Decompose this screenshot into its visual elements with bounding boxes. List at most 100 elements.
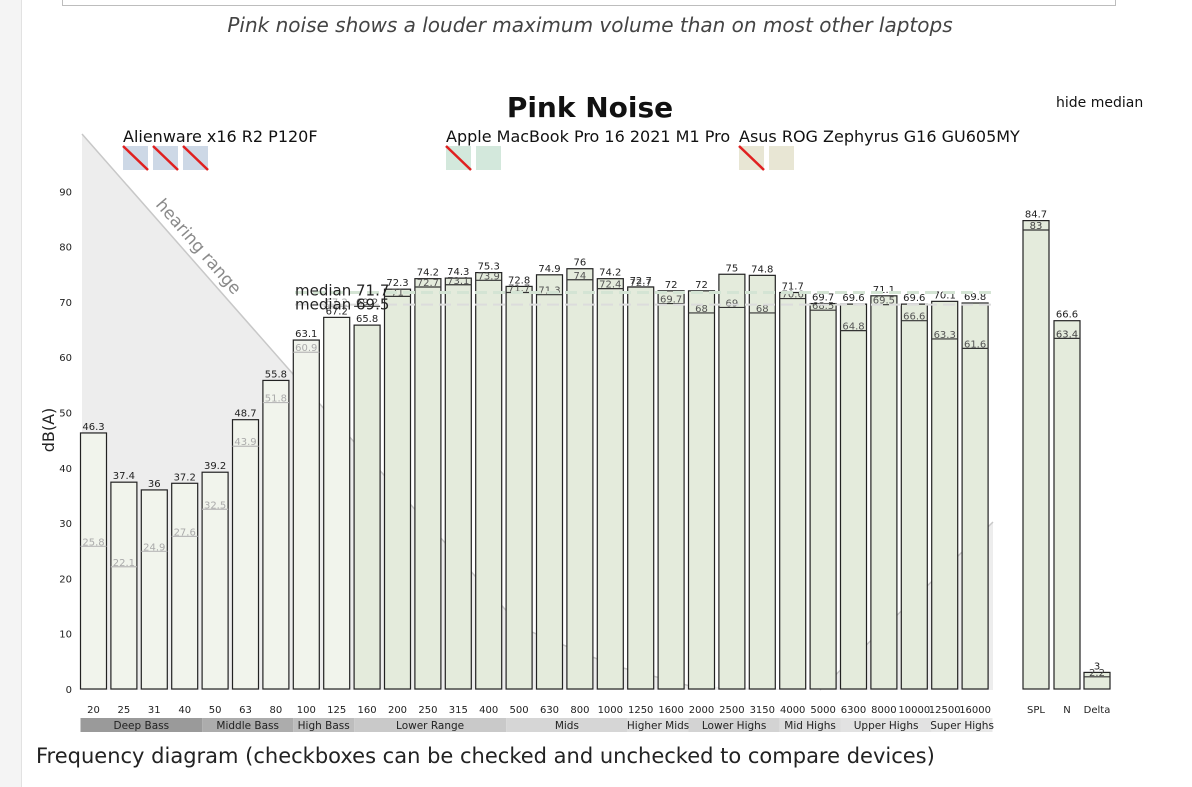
bar-value-label: 72 — [665, 280, 678, 291]
bar-1250 — [627, 286, 655, 690]
bar-200 — [383, 288, 412, 690]
median-label: median 69.5 — [295, 296, 389, 314]
y-tick-label: 80 — [59, 243, 72, 254]
x-tick-label: 2500 — [719, 705, 744, 716]
bar-value-label: 74.3 — [447, 267, 469, 278]
band-label: Deep Bass — [114, 720, 170, 732]
chart-caption: Pink noise shows a louder maximum volume… — [227, 13, 953, 37]
inner-value-label: 68 — [756, 304, 769, 315]
inner-value-label: 64.8 — [842, 322, 864, 333]
bar-25 — [110, 481, 138, 690]
band-label: Lower Range — [396, 720, 464, 732]
bar-value-label: 48.7 — [234, 409, 256, 420]
x-tick-label: 200 — [388, 705, 407, 716]
summary-tick-label: SPL — [1027, 705, 1045, 716]
bar-value-label: 72.3 — [386, 278, 408, 289]
median-label: median 71.7 — [295, 281, 389, 299]
bar-630 — [535, 274, 564, 690]
summary-tick-label: Delta — [1084, 705, 1111, 716]
inner-value-label: 51.8 — [265, 394, 287, 405]
unchecked-mark — [738, 145, 765, 171]
summary-inner-label: 2.2 — [1089, 668, 1105, 679]
bar-value-label: 71.7 — [782, 281, 804, 292]
bar-value-label: 69.7 — [812, 293, 834, 304]
bar-125 — [323, 316, 351, 690]
band-higher-mids — [627, 718, 689, 732]
bar-63 — [231, 419, 260, 690]
summary-bar-N — [1053, 320, 1081, 690]
x-tick-label: 630 — [540, 705, 559, 716]
bar-12500 — [931, 300, 959, 690]
y-tick-label: 90 — [59, 187, 72, 198]
bar-value-label: 69.6 — [903, 293, 925, 304]
inner-value-label: 69.5 — [873, 296, 895, 307]
band-label: Lower Highs — [702, 720, 766, 732]
inner-value-label: 22.1 — [113, 558, 135, 569]
inner-value-label: 60.9 — [295, 343, 317, 354]
bar-value-label: 39.2 — [204, 461, 226, 472]
bar-value-label: 72 — [695, 280, 708, 291]
bar-value-label: 37.4 — [113, 471, 135, 482]
band-label: High Bass — [298, 720, 350, 732]
x-tick-label: 4000 — [780, 705, 805, 716]
inner-value-label: 73.1 — [447, 276, 469, 287]
y-tick-label: 60 — [59, 353, 72, 364]
inner-value-label: 68.5 — [812, 301, 834, 312]
unchecked-mark — [152, 145, 179, 171]
inner-value-label: 71 — [391, 287, 404, 298]
x-tick-label: 1250 — [628, 705, 653, 716]
inner-value-label: 43.9 — [234, 437, 256, 448]
bar-31 — [140, 489, 168, 690]
legend-entry: Asus ROG Zephyrus G16 GU605MY — [739, 127, 1020, 146]
inner-value-label: 68 — [695, 304, 708, 315]
bar-40 — [171, 482, 199, 690]
summary-bar-SPL — [1022, 220, 1050, 690]
hide-median-button[interactable]: hide median — [1056, 95, 1143, 111]
summary-value-label: 3 — [1094, 661, 1100, 672]
band-lower-range — [354, 718, 507, 732]
legend-checkbox[interactable] — [476, 146, 501, 170]
x-tick-label: 12500 — [929, 705, 961, 716]
x-tick-label: 315 — [449, 705, 468, 716]
band-lower-highs — [688, 718, 780, 732]
frequency-bands: Deep Bass Middle Bass High Bass Lower Range… — [80, 718, 994, 732]
inner-value-label: 25.8 — [82, 537, 104, 548]
bar-value-label: 55.8 — [265, 369, 287, 380]
bar-value-label: 65.8 — [356, 314, 378, 325]
bar-800 — [566, 268, 594, 690]
y-axis-label: dB(A) — [39, 408, 58, 453]
legend-checkbox[interactable] — [769, 146, 794, 170]
chart-footnote: Frequency diagram (checkboxes can be che… — [36, 744, 935, 768]
x-tick-label: 1600 — [658, 705, 683, 716]
band-label: Mid Highs — [784, 720, 836, 732]
inner-value-label: 67.2 — [326, 297, 348, 308]
bar-value-label: 74.8 — [751, 264, 773, 275]
inner-value-label: 72.7 — [630, 278, 652, 289]
x-tick-label: 20 — [87, 705, 100, 716]
x-tick-label: 31 — [148, 705, 161, 716]
x-tick-label: 16000 — [959, 705, 991, 716]
summary-value-label: 84.7 — [1025, 210, 1047, 221]
y-axis: 0 10 20 30 40 50 60 70 80 90 dB(A) — [39, 187, 72, 696]
y-tick-label: 40 — [59, 464, 72, 475]
inner-value-label: 74 — [574, 271, 587, 282]
bar-80 — [262, 379, 290, 690]
x-tick-label: 3150 — [750, 705, 775, 716]
bar-value-label: 72.8 — [508, 275, 530, 286]
inner-value-label: 32.5 — [204, 500, 226, 511]
unchecked-mark — [445, 145, 472, 171]
legend: Alienware x16 R2 P120F Apple MacBook Pro … — [122, 127, 1020, 171]
inner-value-label: 27.6 — [174, 527, 196, 538]
bar-value-label: 75 — [726, 263, 739, 274]
x-tick-label: 25 — [118, 705, 131, 716]
bar-value-label: 75.3 — [478, 262, 500, 273]
x-tick-label: 80 — [270, 705, 283, 716]
x-tick-label: 5000 — [810, 705, 835, 716]
band-deep-bass — [80, 718, 203, 732]
bar-value-label: 76 — [574, 258, 587, 269]
band-mid-highs — [779, 718, 841, 732]
x-tick-label: 63 — [239, 705, 252, 716]
bar-value-label: 74.2 — [599, 268, 621, 279]
bar-315 — [444, 277, 472, 690]
